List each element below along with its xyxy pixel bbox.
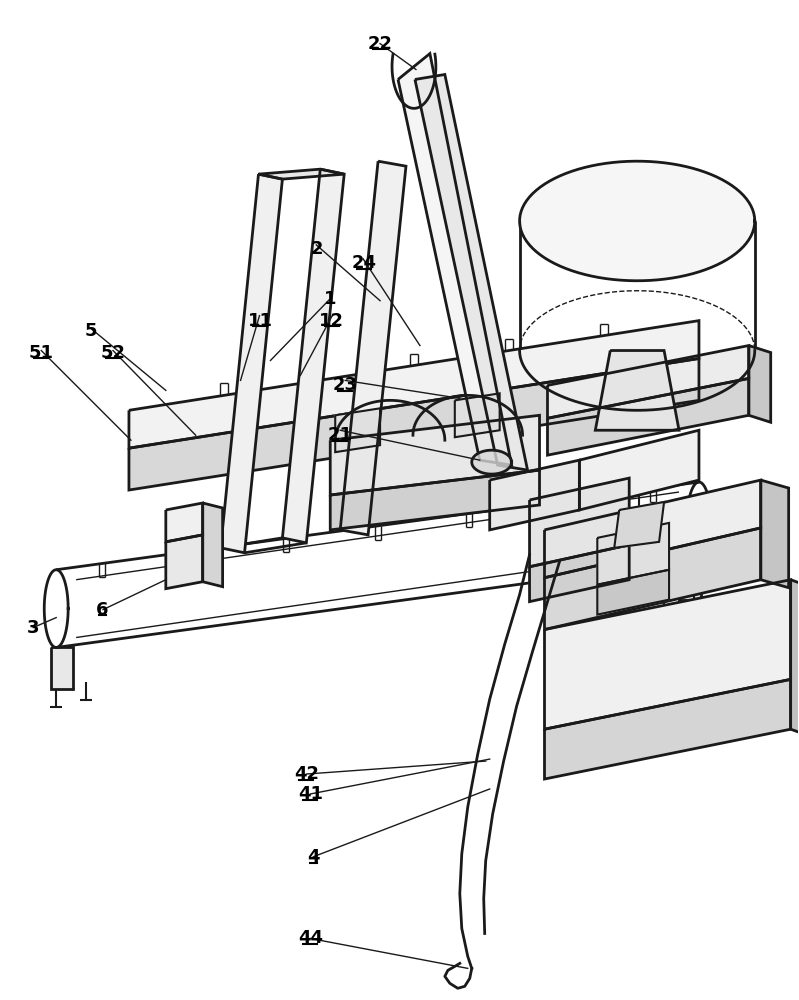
Text: 44: 44 xyxy=(298,929,323,947)
Polygon shape xyxy=(530,545,629,602)
Text: 41: 41 xyxy=(298,785,323,803)
Polygon shape xyxy=(415,74,527,470)
Polygon shape xyxy=(203,503,223,587)
Polygon shape xyxy=(471,450,511,474)
Polygon shape xyxy=(455,393,499,437)
Text: 3: 3 xyxy=(27,619,39,637)
Text: 4: 4 xyxy=(308,848,320,866)
Polygon shape xyxy=(398,54,511,465)
Polygon shape xyxy=(544,480,761,578)
Polygon shape xyxy=(579,430,699,510)
Polygon shape xyxy=(282,169,344,543)
Text: 22: 22 xyxy=(368,35,393,53)
Polygon shape xyxy=(129,321,699,448)
Polygon shape xyxy=(598,570,669,615)
Text: 51: 51 xyxy=(29,344,54,362)
Polygon shape xyxy=(129,358,699,490)
Polygon shape xyxy=(340,161,406,535)
Polygon shape xyxy=(547,346,749,418)
Polygon shape xyxy=(761,480,789,588)
Polygon shape xyxy=(530,478,629,567)
Polygon shape xyxy=(544,679,791,779)
Polygon shape xyxy=(598,523,669,585)
Polygon shape xyxy=(166,503,203,542)
Polygon shape xyxy=(749,346,771,422)
Text: 5: 5 xyxy=(85,322,97,340)
Text: 1: 1 xyxy=(324,290,336,308)
Polygon shape xyxy=(330,470,539,530)
Polygon shape xyxy=(221,174,282,553)
Polygon shape xyxy=(51,647,74,689)
Polygon shape xyxy=(490,460,579,530)
Polygon shape xyxy=(519,161,755,281)
Text: 2: 2 xyxy=(311,240,323,258)
Text: 11: 11 xyxy=(248,312,272,330)
Text: 12: 12 xyxy=(320,312,344,330)
Polygon shape xyxy=(791,580,799,739)
Polygon shape xyxy=(679,558,701,600)
Text: 23: 23 xyxy=(333,376,358,394)
Polygon shape xyxy=(544,528,761,630)
Polygon shape xyxy=(544,580,791,729)
Polygon shape xyxy=(330,415,539,495)
Polygon shape xyxy=(547,378,749,455)
Text: 52: 52 xyxy=(101,344,125,362)
Text: 6: 6 xyxy=(96,601,109,619)
Polygon shape xyxy=(595,351,679,430)
Text: 24: 24 xyxy=(352,254,376,272)
Text: 21: 21 xyxy=(328,426,352,444)
Polygon shape xyxy=(614,502,664,548)
Polygon shape xyxy=(336,408,380,452)
Polygon shape xyxy=(259,169,344,179)
Text: 42: 42 xyxy=(294,765,319,783)
Polygon shape xyxy=(166,535,203,589)
